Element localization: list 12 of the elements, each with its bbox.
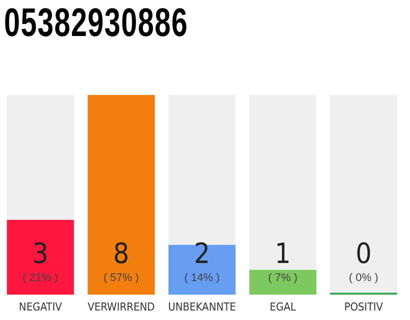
data-label: 0 ( 0% ) bbox=[348, 236, 378, 284]
x-tick-label: EGAL bbox=[270, 300, 296, 314]
x-tick-label: UNBEKANNTE bbox=[168, 300, 236, 314]
data-label: 8 ( 57% ) bbox=[103, 236, 139, 284]
x-tick-label: POSITIV bbox=[344, 300, 384, 314]
data-label: 2 ( 14% ) bbox=[184, 236, 220, 284]
bar bbox=[249, 270, 316, 295]
data-label: 3 ( 21% ) bbox=[22, 236, 58, 284]
x-tick-label: NEGATIV bbox=[18, 300, 62, 314]
chart-title: 05382930886 bbox=[4, 0, 188, 46]
data-label: 1 ( 7% ) bbox=[268, 236, 298, 284]
x-tick-label: VERWIRREND bbox=[88, 300, 156, 314]
